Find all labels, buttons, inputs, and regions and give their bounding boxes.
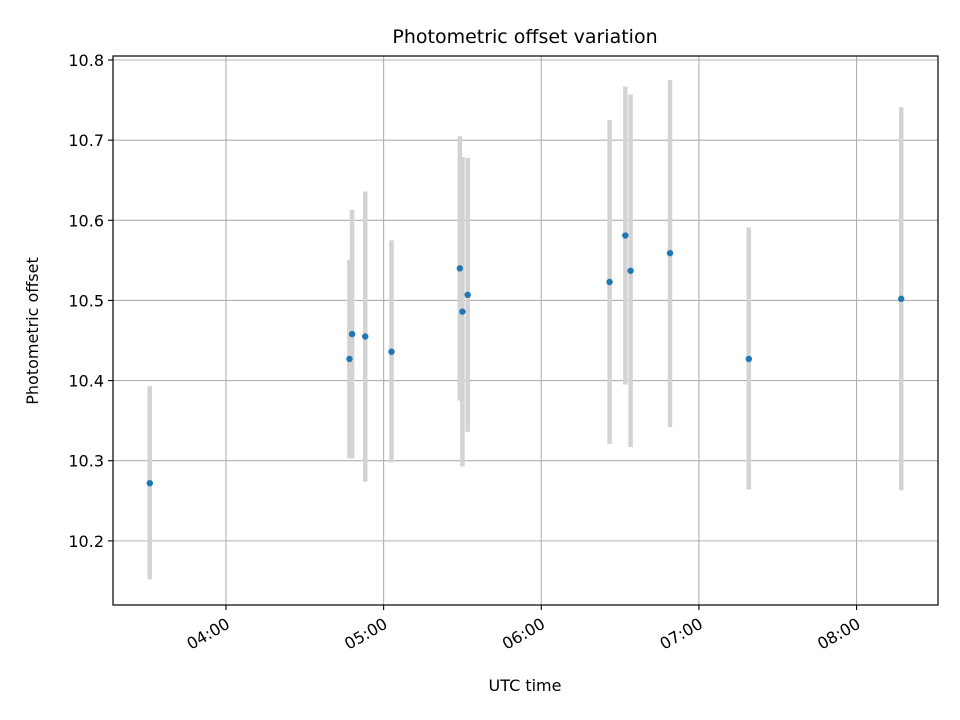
point-layer: [146, 232, 905, 487]
y-tick-label: 10.4: [68, 372, 104, 391]
y-tick-label: 10.3: [68, 452, 104, 471]
data-point: [622, 232, 629, 239]
data-point: [348, 330, 356, 338]
data-point: [456, 265, 464, 272]
data-point: [459, 308, 466, 315]
y-tick-label: 10.5: [68, 291, 104, 310]
y-tick-label: 10.7: [68, 131, 104, 150]
grid-layer: [113, 56, 938, 605]
data-point: [146, 479, 153, 487]
y-tick-label: 10.8: [68, 51, 104, 70]
data-point: [898, 295, 905, 303]
data-point: [606, 278, 613, 286]
x-axis-label: UTC time: [489, 676, 562, 695]
data-point: [745, 355, 753, 363]
y-axis: 10.2 10.3 10.4 10.5 10.6 10.7 10.8: [68, 51, 113, 551]
y-tick-label: 10.6: [68, 211, 104, 230]
data-point: [666, 249, 674, 257]
chart-title: Photometric offset variation: [392, 26, 657, 48]
data-point: [362, 333, 369, 340]
y-axis-label: Photometric offset: [23, 257, 42, 405]
data-point: [464, 291, 471, 299]
plot-frame: [112, 55, 939, 606]
y-tick-label: 10.2: [68, 532, 104, 551]
data-point: [346, 355, 353, 363]
data-point: [627, 267, 634, 274]
data-point: [388, 348, 395, 355]
